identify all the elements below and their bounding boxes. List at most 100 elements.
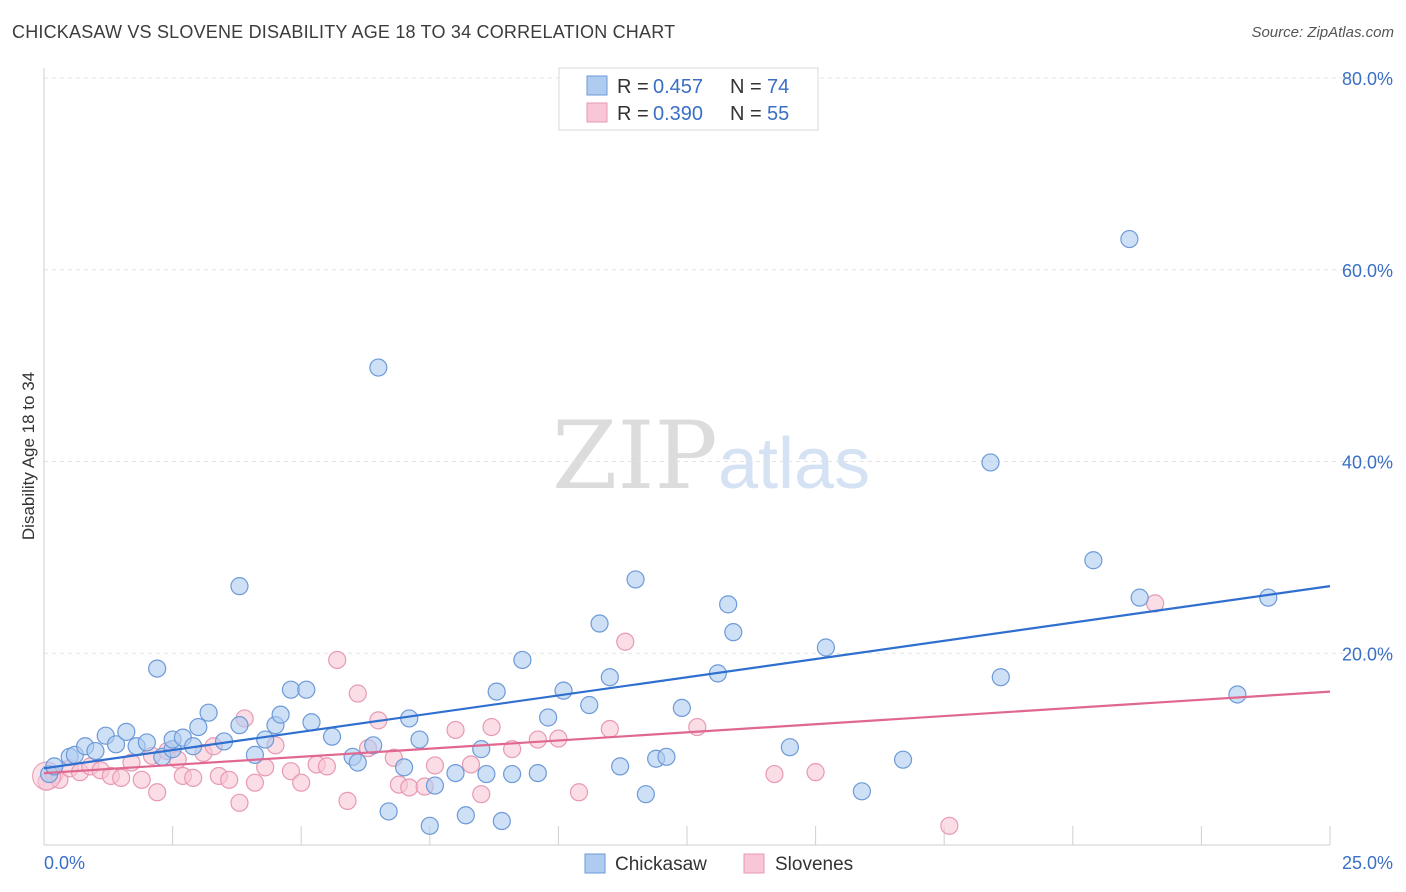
slovenes-point-42 <box>472 785 491 804</box>
x-tick-label-max: 25.0% <box>1342 853 1393 873</box>
slovenes-point-32 <box>348 684 367 703</box>
grid-lines <box>44 77 1393 654</box>
legend-r-label-slovenes: R = <box>617 103 649 125</box>
chickasaw-point-52 <box>590 614 609 633</box>
chickasaw-point-69 <box>1084 551 1103 570</box>
legend-swatch-slovenes <box>586 102 608 123</box>
chickasaw-point-48 <box>528 763 547 783</box>
chickasaw-point-26 <box>281 680 301 699</box>
series-legend-label-slovenes: Slovenes <box>775 854 853 875</box>
series-legend-swatch-slovenes <box>743 853 765 874</box>
x-ticks <box>43 826 1331 845</box>
y-tick-label-80: 80.0% <box>1342 69 1393 89</box>
slovenes-point-30 <box>328 650 347 670</box>
watermark-zip: ZIP <box>552 402 718 511</box>
chickasaw-point-62 <box>724 623 743 642</box>
y-tick-labels: 20.0% 40.0% 60.0% 80.0% <box>1342 69 1393 664</box>
y-tick-label-60: 60.0% <box>1342 261 1393 281</box>
chickasaw-point-40 <box>446 763 465 783</box>
legend-n-value-slovenes: 55 <box>767 103 789 125</box>
chickasaw-point-44 <box>487 682 506 701</box>
slovenes-point-44 <box>503 740 522 759</box>
chickasaw-point-39 <box>425 776 445 795</box>
y-axis-title: Disability Age 18 to 34 <box>19 372 38 540</box>
chickasaw-point-21 <box>230 716 249 735</box>
slovenes-point-43 <box>482 717 501 737</box>
chickasaw-point-28 <box>302 713 321 732</box>
y-tick-label-40: 40.0% <box>1342 453 1393 473</box>
x-tick-label-min: 0.0% <box>44 853 85 873</box>
legend-r-value-slovenes: 0.390 <box>653 103 703 125</box>
slovenes-point-20 <box>220 770 239 789</box>
chickasaw-point-25 <box>271 705 290 724</box>
chickasaw-point-31 <box>348 753 367 772</box>
chickasaw-point-54 <box>611 757 630 776</box>
legend-swatch-chickasaw <box>586 75 608 96</box>
chickasaw-point-20 <box>230 577 249 596</box>
chickasaw-point-35 <box>394 758 414 777</box>
chickasaw-point-61 <box>719 595 738 614</box>
chart-title: CHICKASAW VS SLOVENE DISABILITY AGE 18 T… <box>12 22 676 42</box>
correlation-legend: R = 0.457 N = 74 R = 0.390 N = 55 <box>558 67 819 131</box>
legend-n-label-slovenes: N = <box>730 103 762 125</box>
slovenes-point-46 <box>549 729 568 748</box>
series-legend: Chickasaw Slovenes <box>584 853 853 875</box>
chickasaw-point-63 <box>780 738 799 757</box>
slovenes-point-37 <box>400 778 419 797</box>
chickasaw-point-38 <box>420 816 439 835</box>
legend-n-label-chickasaw: N = <box>730 76 762 98</box>
slovenes-point-12 <box>148 783 167 802</box>
chickasaw-point-27 <box>297 680 316 699</box>
slovenes-point-29 <box>317 757 337 776</box>
chickasaw-point-72 <box>1228 685 1247 704</box>
slovenes-point-51 <box>765 764 784 784</box>
chickasaw-point-32 <box>364 736 383 755</box>
chickasaw-point-58 <box>657 747 676 766</box>
chickasaw-point-46 <box>503 764 522 784</box>
slovenes-trend-line <box>43 690 1331 775</box>
slovenes-point-16 <box>184 768 203 787</box>
chickasaw-point-71 <box>1130 588 1149 607</box>
slovenes-point-26 <box>281 762 301 781</box>
slovenes-point-45 <box>528 730 547 749</box>
source-credit: Source: ZipAtlas.com <box>1251 24 1394 41</box>
slovenes-point-31 <box>338 791 357 810</box>
series-legend-swatch-chickasaw <box>584 853 606 874</box>
chickasaw-point-43 <box>477 764 496 784</box>
slovenes-point-10 <box>132 770 151 789</box>
legend-n-value-chickasaw: 74 <box>767 76 789 98</box>
chickasaw-point-23 <box>256 730 275 749</box>
chickasaw-point-59 <box>672 698 691 717</box>
chickasaw-point-33 <box>369 358 388 377</box>
slovenes-point-40 <box>446 720 465 740</box>
chickasaw-point-67 <box>981 453 1000 472</box>
chickasaw-point-17 <box>189 717 208 737</box>
slovenes-point-53 <box>940 816 959 835</box>
slovenes-point-47 <box>569 783 589 802</box>
chickasaw-point-10 <box>137 733 156 752</box>
slovenes-point-8 <box>112 768 131 787</box>
chickasaw-point-47 <box>513 650 532 670</box>
trend-lines <box>43 585 1331 775</box>
chickasaw-point-45 <box>492 811 511 831</box>
legend-r-value-chickasaw: 0.457 <box>653 76 703 98</box>
chickasaw-point-37 <box>410 730 429 749</box>
chickasaw-point-5 <box>86 741 105 761</box>
slovenes-point-21 <box>230 793 249 812</box>
chickasaw-point-66 <box>893 750 913 769</box>
y-tick-label-20: 20.0% <box>1342 644 1393 664</box>
chickasaw-point-41 <box>456 806 475 825</box>
chickasaw-point-56 <box>636 785 655 804</box>
chickasaw-point-18 <box>199 703 218 722</box>
chickasaw-point-29 <box>322 727 342 746</box>
chickasaw-point-73 <box>1259 588 1278 607</box>
chickasaw-point-53 <box>600 668 619 687</box>
slovenes-point-27 <box>292 773 311 792</box>
slovenes-point-52 <box>806 763 825 782</box>
chickasaw-point-68 <box>991 668 1010 687</box>
chickasaw-point-49 <box>539 708 558 727</box>
chickasaw-point-8 <box>117 722 136 741</box>
slovenes-point-39 <box>425 756 445 775</box>
chickasaw-point-64 <box>816 638 835 657</box>
